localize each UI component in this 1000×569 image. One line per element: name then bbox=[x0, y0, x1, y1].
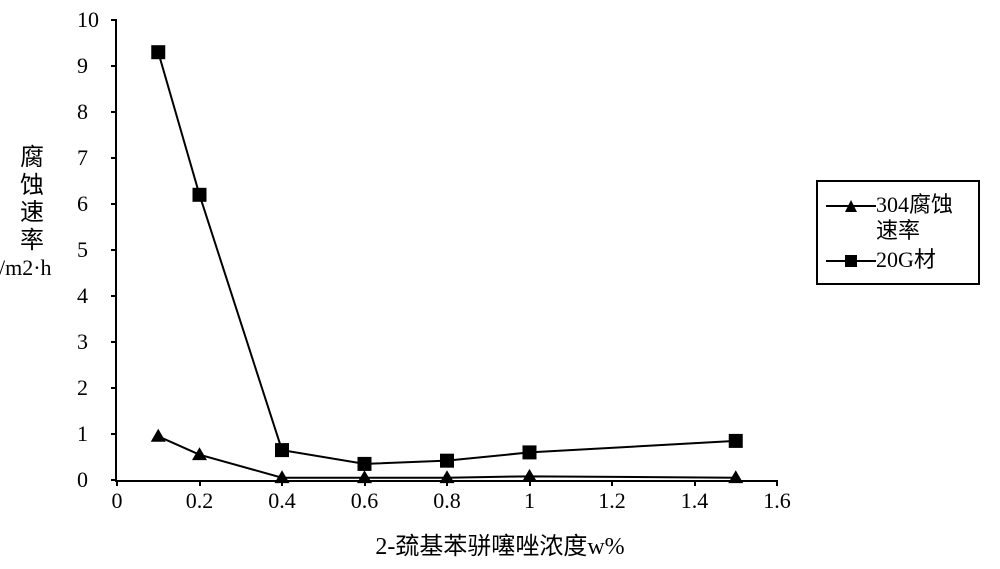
x-tick-label: 1.6 bbox=[763, 488, 791, 514]
y-tick-mark bbox=[111, 433, 117, 435]
y-tick-mark bbox=[111, 341, 117, 343]
y-tick-label: 3 bbox=[77, 329, 88, 355]
legend-item-304: 304腐蚀速率 bbox=[826, 192, 966, 245]
y-tick-label: 10 bbox=[77, 7, 99, 33]
chart-container: 腐蚀速率 g/m2·h 2-巯基苯骈噻唑浓度w% 01234567891000.… bbox=[0, 0, 1000, 569]
x-tick-mark bbox=[694, 480, 696, 486]
x-tick-mark bbox=[199, 480, 201, 486]
y-tick-label: 0 bbox=[77, 467, 88, 493]
triangle-marker bbox=[192, 447, 207, 460]
x-tick-mark bbox=[611, 480, 613, 486]
series-line bbox=[158, 52, 736, 464]
square-marker bbox=[523, 445, 537, 459]
y-tick-mark bbox=[111, 157, 117, 159]
y-tick-label: 5 bbox=[77, 237, 88, 263]
y-tick-mark bbox=[111, 203, 117, 205]
x-tick-mark bbox=[776, 480, 778, 486]
x-tick-label: 0.4 bbox=[268, 488, 296, 514]
legend-marker-square bbox=[826, 251, 876, 271]
x-tick-mark bbox=[364, 480, 366, 486]
chart-svg bbox=[117, 20, 777, 480]
y-axis-unit: g/m2·h bbox=[0, 255, 46, 280]
x-tick-label: 0.8 bbox=[433, 488, 461, 514]
square-marker bbox=[151, 45, 165, 59]
square-marker bbox=[729, 434, 743, 448]
x-tick-label: 1.2 bbox=[598, 488, 626, 514]
x-tick-mark bbox=[446, 480, 448, 486]
y-tick-label: 2 bbox=[77, 375, 88, 401]
y-axis-label: 腐蚀速率 g/m2·h bbox=[18, 145, 46, 281]
y-tick-label: 6 bbox=[77, 191, 88, 217]
y-tick-mark bbox=[111, 65, 117, 67]
x-tick-label: 1.4 bbox=[681, 488, 709, 514]
x-tick-label: 0.6 bbox=[351, 488, 379, 514]
y-tick-label: 8 bbox=[77, 99, 88, 125]
x-tick-label: 0 bbox=[112, 488, 123, 514]
y-tick-label: 7 bbox=[77, 145, 88, 171]
y-tick-label: 9 bbox=[77, 53, 88, 79]
legend-item-20g: 20G材 bbox=[826, 247, 966, 273]
y-tick-mark bbox=[111, 111, 117, 113]
triangle-marker bbox=[151, 429, 166, 442]
x-tick-label: 0.2 bbox=[186, 488, 214, 514]
plot-area: 01234567891000.20.40.60.811.21.41.6 bbox=[115, 20, 777, 482]
y-tick-mark bbox=[111, 295, 117, 297]
square-marker bbox=[275, 443, 289, 457]
x-tick-mark bbox=[116, 480, 118, 486]
y-tick-label: 4 bbox=[77, 283, 88, 309]
y-tick-mark bbox=[111, 249, 117, 251]
y-axis-label-text: 腐蚀速率 bbox=[18, 145, 46, 255]
legend: 304腐蚀速率 20G材 bbox=[816, 180, 980, 285]
square-marker bbox=[358, 457, 372, 471]
legend-marker-triangle bbox=[826, 196, 876, 216]
x-tick-label: 1 bbox=[524, 488, 535, 514]
square-marker bbox=[193, 188, 207, 202]
x-axis-label: 2-巯基苯骈噻唑浓度w% bbox=[375, 526, 624, 561]
legend-label-304: 304腐蚀速率 bbox=[876, 192, 966, 245]
x-tick-mark bbox=[281, 480, 283, 486]
y-tick-mark bbox=[111, 19, 117, 21]
legend-label-20g: 20G材 bbox=[876, 247, 936, 273]
x-tick-mark bbox=[529, 480, 531, 486]
square-marker bbox=[440, 454, 454, 468]
y-tick-label: 1 bbox=[77, 421, 88, 447]
y-tick-mark bbox=[111, 387, 117, 389]
